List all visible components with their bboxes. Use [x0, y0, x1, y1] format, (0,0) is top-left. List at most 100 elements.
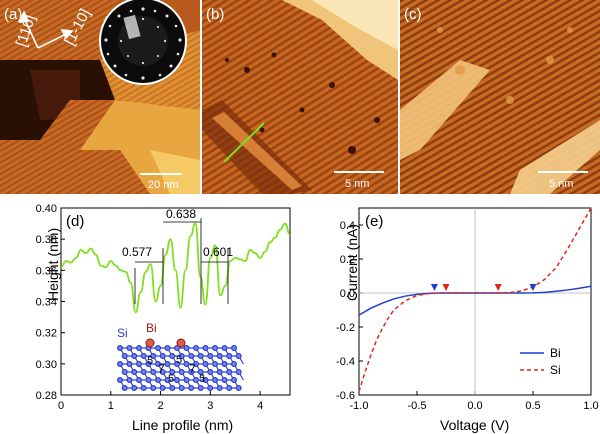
si-label: Si — [117, 326, 128, 340]
stm-panel-a: [110] [1-10] (a) 20 nm — [0, 0, 200, 194]
gap-markers — [430, 284, 537, 291]
si-atom — [174, 345, 181, 352]
si-atom — [116, 361, 123, 368]
si-atom — [207, 353, 214, 360]
si-atom — [155, 361, 162, 368]
si-atom — [116, 377, 123, 384]
si-atom — [226, 353, 233, 360]
si-atom — [207, 369, 214, 376]
x-tick-label-e-4: 1.0 — [583, 400, 598, 412]
si-atom — [131, 385, 138, 392]
iv-curve-chart: -1.0 -0.5 0.0 0.5 1.0 -0.6 -0.4 -0.2 0.0 0.2 0.4 B… — [300, 196, 600, 434]
si-atom — [145, 377, 152, 384]
si-atom — [150, 385, 157, 392]
si-atom — [155, 345, 162, 352]
x-tick-label-d-1: 1 — [108, 400, 114, 412]
si-atom — [136, 345, 143, 352]
spacing-label-2: 0.638 — [166, 207, 196, 221]
direction-arrows — [18, 9, 74, 49]
si-atom — [131, 353, 138, 360]
y-tick-label-e-5: 0.4 — [340, 220, 355, 232]
stm-panel-b: (b) 5 nm — [202, 0, 398, 194]
x-tick-label-d-2: 2 — [158, 400, 164, 412]
si-atom — [164, 345, 171, 352]
si-atom — [212, 361, 219, 368]
panel-label-e: (e) — [365, 213, 383, 230]
si-atom — [150, 369, 157, 376]
panel-label-c: (c) — [404, 6, 422, 23]
si-atom — [164, 377, 171, 384]
y-tick-label-e-1: -0.4 — [336, 356, 355, 368]
si-atom — [221, 345, 228, 352]
x-tick-label-e-3: 0.5 — [525, 400, 540, 412]
y-tick-label-d-5: 0.38 — [36, 234, 57, 246]
bi-atom-2 — [176, 338, 186, 348]
ring-label-6: 5 — [199, 373, 205, 385]
y-tick-label-e-0: -0.6 — [336, 390, 355, 402]
line-profile-marker — [223, 122, 265, 163]
axis-ticks-d: 0 1 2 3 4 0.28 0.30 0.32 0.34 0.36 0.38 0.40 — [36, 203, 264, 412]
gap-marker-1 — [442, 284, 450, 291]
panel-label-a: (a) — [4, 6, 22, 23]
ring-label-5: 7 — [189, 362, 196, 376]
si-atom — [193, 345, 200, 352]
plot-frame-d — [60, 207, 291, 396]
spacing-markers — [134, 218, 229, 304]
si-atom — [231, 361, 238, 368]
si-atom — [140, 369, 147, 376]
y-tick-label-d-2: 0.32 — [36, 328, 57, 340]
si-atom — [140, 353, 147, 360]
si-series — [358, 207, 592, 392]
si-atom — [202, 377, 209, 384]
si-atom — [231, 345, 238, 352]
ring-label-4: 5 — [176, 354, 182, 366]
si-atom — [126, 345, 133, 352]
y-tick-label-e-2: -0.2 — [336, 322, 355, 334]
si-atom — [169, 385, 176, 392]
stm-image-c: (c) 5 nm — [400, 0, 600, 194]
si-atom — [116, 345, 123, 352]
x-tick-label-e-2: 0.0 — [467, 400, 482, 412]
x-axis-label-e: Voltage (V) — [440, 417, 509, 433]
si-atom — [131, 369, 138, 376]
si-atom — [159, 369, 166, 376]
si-atom — [183, 377, 190, 384]
si-atom — [193, 377, 200, 384]
panel-label-d: (d) — [66, 213, 84, 230]
si-atom — [202, 345, 209, 352]
si-atom — [126, 377, 133, 384]
x-axis-label-d: Line profile (nm) — [132, 417, 233, 433]
y-tick-label-d-0: 0.28 — [36, 390, 57, 402]
stm-panel-c: (c) 5 nm — [400, 0, 600, 194]
x-tick-label-d-4: 4 — [257, 400, 263, 412]
si-atom — [155, 377, 162, 384]
si-atom — [197, 385, 204, 392]
si-atom — [188, 385, 195, 392]
si-atom — [183, 361, 190, 368]
si-atom — [164, 361, 171, 368]
si-atom — [202, 361, 209, 368]
y-tick-label-e-3: 0.0 — [340, 288, 355, 300]
si-atom — [126, 361, 133, 368]
bi-label: Bi — [146, 321, 157, 335]
si-atom — [188, 353, 195, 360]
spacing-label-3: 0.601 — [203, 245, 233, 259]
gap-marker-0 — [430, 284, 438, 291]
scale-label-c: 5 nm — [549, 178, 573, 190]
ring-label-2: 7 — [158, 362, 165, 376]
legend-label-si: Si — [550, 363, 561, 377]
si-atom — [226, 369, 233, 376]
si-atom — [216, 369, 223, 376]
y-tick-label-d-4: 0.36 — [36, 265, 57, 277]
si-atom — [174, 361, 181, 368]
legend: Bi Si — [520, 346, 561, 377]
stm-image-a: [110] [1-10] (a) 20 nm — [0, 0, 200, 194]
stm-image-b: (b) 5 nm — [202, 0, 398, 194]
ring-label-1: 5 — [147, 355, 153, 367]
si-atom — [216, 353, 223, 360]
bi-atom-1 — [145, 338, 155, 348]
panel-label-b: (b) — [206, 6, 224, 23]
si-atom — [226, 385, 233, 392]
si-atom — [121, 369, 128, 376]
si-atom — [235, 385, 242, 392]
